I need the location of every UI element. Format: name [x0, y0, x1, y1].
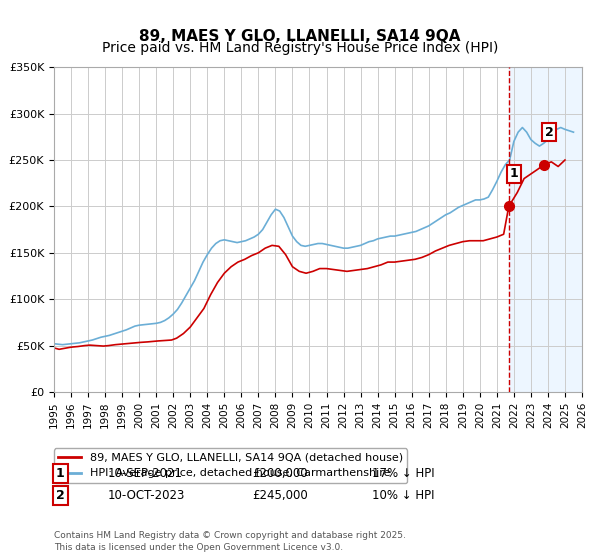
Text: 1: 1 — [56, 466, 64, 480]
Text: 89, MAES Y GLO, LLANELLI, SA14 9QA: 89, MAES Y GLO, LLANELLI, SA14 9QA — [139, 29, 461, 44]
Text: £200,000: £200,000 — [252, 466, 308, 480]
Text: 10-OCT-2023: 10-OCT-2023 — [108, 489, 185, 502]
Text: 10% ↓ HPI: 10% ↓ HPI — [372, 489, 434, 502]
Text: 2: 2 — [56, 489, 64, 502]
Text: Contains HM Land Registry data © Crown copyright and database right 2025.
This d: Contains HM Land Registry data © Crown c… — [54, 531, 406, 552]
Text: Price paid vs. HM Land Registry's House Price Index (HPI): Price paid vs. HM Land Registry's House … — [102, 41, 498, 55]
Text: £245,000: £245,000 — [252, 489, 308, 502]
Legend: 89, MAES Y GLO, LLANELLI, SA14 9QA (detached house), HPI: Average price, detache: 89, MAES Y GLO, LLANELLI, SA14 9QA (deta… — [54, 449, 407, 483]
Text: 10-SEP-2021: 10-SEP-2021 — [108, 466, 183, 480]
Text: 17% ↓ HPI: 17% ↓ HPI — [372, 466, 434, 480]
Text: 1: 1 — [509, 167, 518, 180]
Text: 2: 2 — [545, 125, 554, 139]
Bar — [509, 67, 582, 392]
